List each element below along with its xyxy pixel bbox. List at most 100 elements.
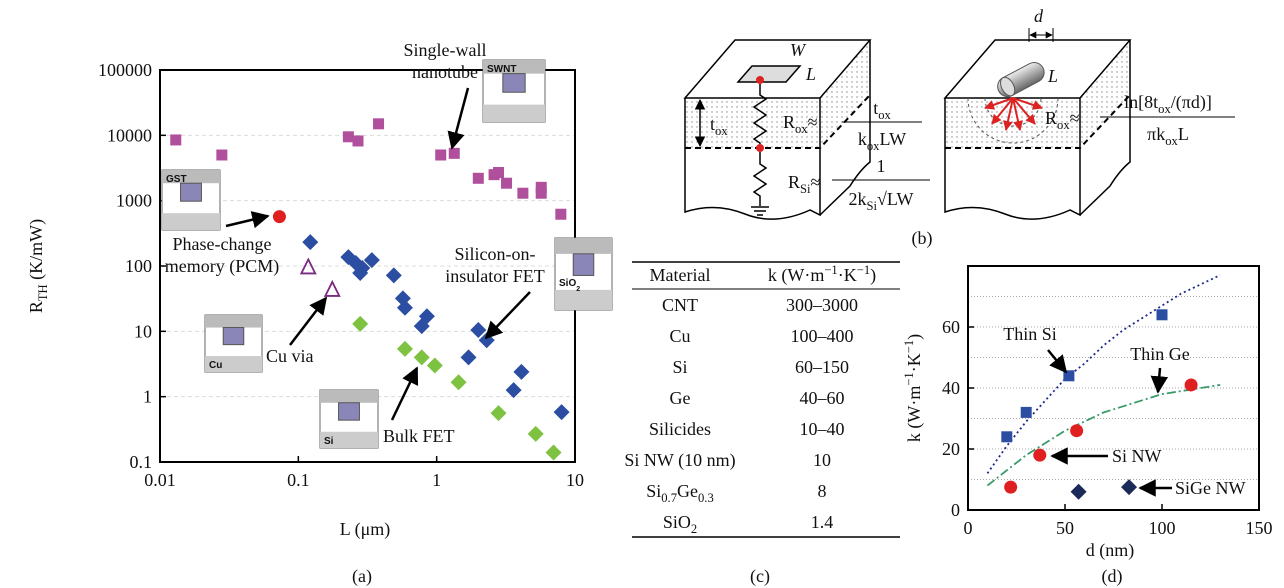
text-segment: LW — [879, 129, 906, 149]
label-w: W — [790, 40, 807, 60]
data-point — [299, 257, 317, 275]
text-segment: (μm) — [350, 519, 390, 540]
panel-label: (b) — [912, 228, 933, 249]
subscript: ox — [878, 108, 891, 122]
text-segment: R — [26, 301, 46, 313]
table-cell: 300–3000 — [786, 295, 858, 315]
data-point — [396, 299, 413, 316]
label-l: L — [805, 64, 816, 84]
data-point — [352, 315, 369, 332]
data-point — [170, 134, 182, 146]
annotation-arrow — [225, 211, 270, 229]
subscript: ox — [1057, 118, 1070, 132]
subscript: Si — [866, 199, 877, 213]
panel-label: (c) — [750, 566, 770, 587]
formula-num: tox — [873, 98, 891, 122]
subscript: ox — [715, 124, 728, 138]
annotation-arrow — [447, 87, 470, 150]
x-axis-label: L (μm) — [340, 519, 390, 540]
text-segment: ≈ — [811, 172, 821, 192]
text-segment: SiO — [559, 278, 576, 289]
data-point — [470, 321, 487, 338]
subscript: 2 — [691, 522, 697, 536]
table-cell: Cu — [669, 326, 690, 346]
formula-den: 2kSi√LW — [848, 189, 913, 213]
text-segment: ) — [904, 334, 925, 340]
subscript: ox — [795, 122, 808, 136]
inset-label: SiO2 — [559, 278, 580, 293]
text-segment: Si — [646, 481, 661, 501]
text-segment: k (W·m — [768, 265, 824, 286]
table-cell: 1.4 — [811, 512, 834, 532]
x-tick-label: 150 — [1246, 518, 1273, 538]
contact-dot — [756, 76, 764, 84]
x-tick-label: 0 — [964, 518, 973, 538]
inset-feature — [338, 402, 360, 421]
y-tick-label: 1 — [143, 387, 152, 407]
model-curve — [986, 384, 1221, 487]
formula-lhs: Rox≈ — [783, 112, 818, 136]
subscript: 0.3 — [698, 491, 714, 505]
data-point — [460, 349, 477, 366]
inset-layer — [483, 60, 545, 74]
annotation: Cu via — [266, 346, 314, 366]
inset-feature — [180, 182, 202, 202]
annotation: Thin Ge — [1130, 344, 1189, 364]
table-rules — [632, 261, 900, 538]
y-tick-label: 100000 — [98, 60, 152, 80]
x-tick-label: 50 — [1056, 518, 1074, 538]
data-point — [535, 181, 547, 193]
data-point — [1070, 483, 1087, 500]
x-tick-label: 1 — [432, 470, 441, 490]
data-point — [1020, 406, 1032, 418]
table-cell: CNT — [662, 295, 698, 315]
data-point — [385, 267, 402, 284]
table-cell: Silicides — [649, 419, 711, 439]
text-segment: k — [858, 129, 867, 149]
inset-feature — [572, 253, 595, 276]
text-segment: 2k — [848, 189, 866, 209]
data-point — [272, 210, 286, 224]
data-point — [490, 405, 507, 422]
table-cell: Si — [672, 357, 687, 377]
annotation-arrow — [1150, 367, 1169, 394]
formula-lhs: RSi≈ — [788, 172, 821, 196]
data-point — [501, 177, 513, 189]
formula-den: koxLW — [858, 129, 906, 153]
text-segment: SWNT — [487, 64, 516, 75]
text-segment: R — [788, 172, 800, 192]
data-point — [1121, 479, 1138, 496]
data-point — [1033, 448, 1047, 462]
table-cell: SiO2 — [663, 512, 697, 536]
text-segment: ln[8t — [1124, 92, 1158, 112]
subscript: ox — [1165, 134, 1178, 148]
inset-label: Si — [324, 436, 334, 447]
data-point — [342, 131, 354, 143]
text-segment: (nm) — [1095, 540, 1135, 561]
heat-arrows — [984, 97, 1043, 131]
device-block — [943, 28, 1235, 220]
data-point — [396, 340, 413, 357]
data-point — [517, 187, 529, 199]
device-block — [683, 39, 930, 220]
data-point — [472, 172, 484, 184]
text-segment: ≈ — [1070, 108, 1080, 128]
subscript: 0.7 — [661, 491, 677, 505]
table-cell: Si NW (10 nm) — [624, 450, 735, 471]
text-segment: πk — [1147, 124, 1165, 144]
plot-frame — [967, 265, 1260, 511]
subscript: ox — [867, 139, 880, 153]
data-point — [1001, 431, 1013, 443]
text-segment: Ge — [677, 481, 698, 501]
y-axis-label: RTH (K/mW) — [26, 219, 50, 313]
model-curve — [986, 274, 1221, 474]
text-segment: Cu — [209, 360, 222, 371]
text-segment: /(πd)] — [1171, 92, 1212, 113]
x-tick-label: 0.1 — [287, 470, 310, 490]
formula-num: ln[8tox/(πd)] — [1124, 92, 1212, 116]
table-cell: Si0.7Ge0.3 — [646, 481, 714, 505]
supscript: −1 — [902, 340, 916, 353]
text-segment: SiO — [663, 512, 691, 532]
y-tick-label: 60 — [942, 317, 960, 337]
